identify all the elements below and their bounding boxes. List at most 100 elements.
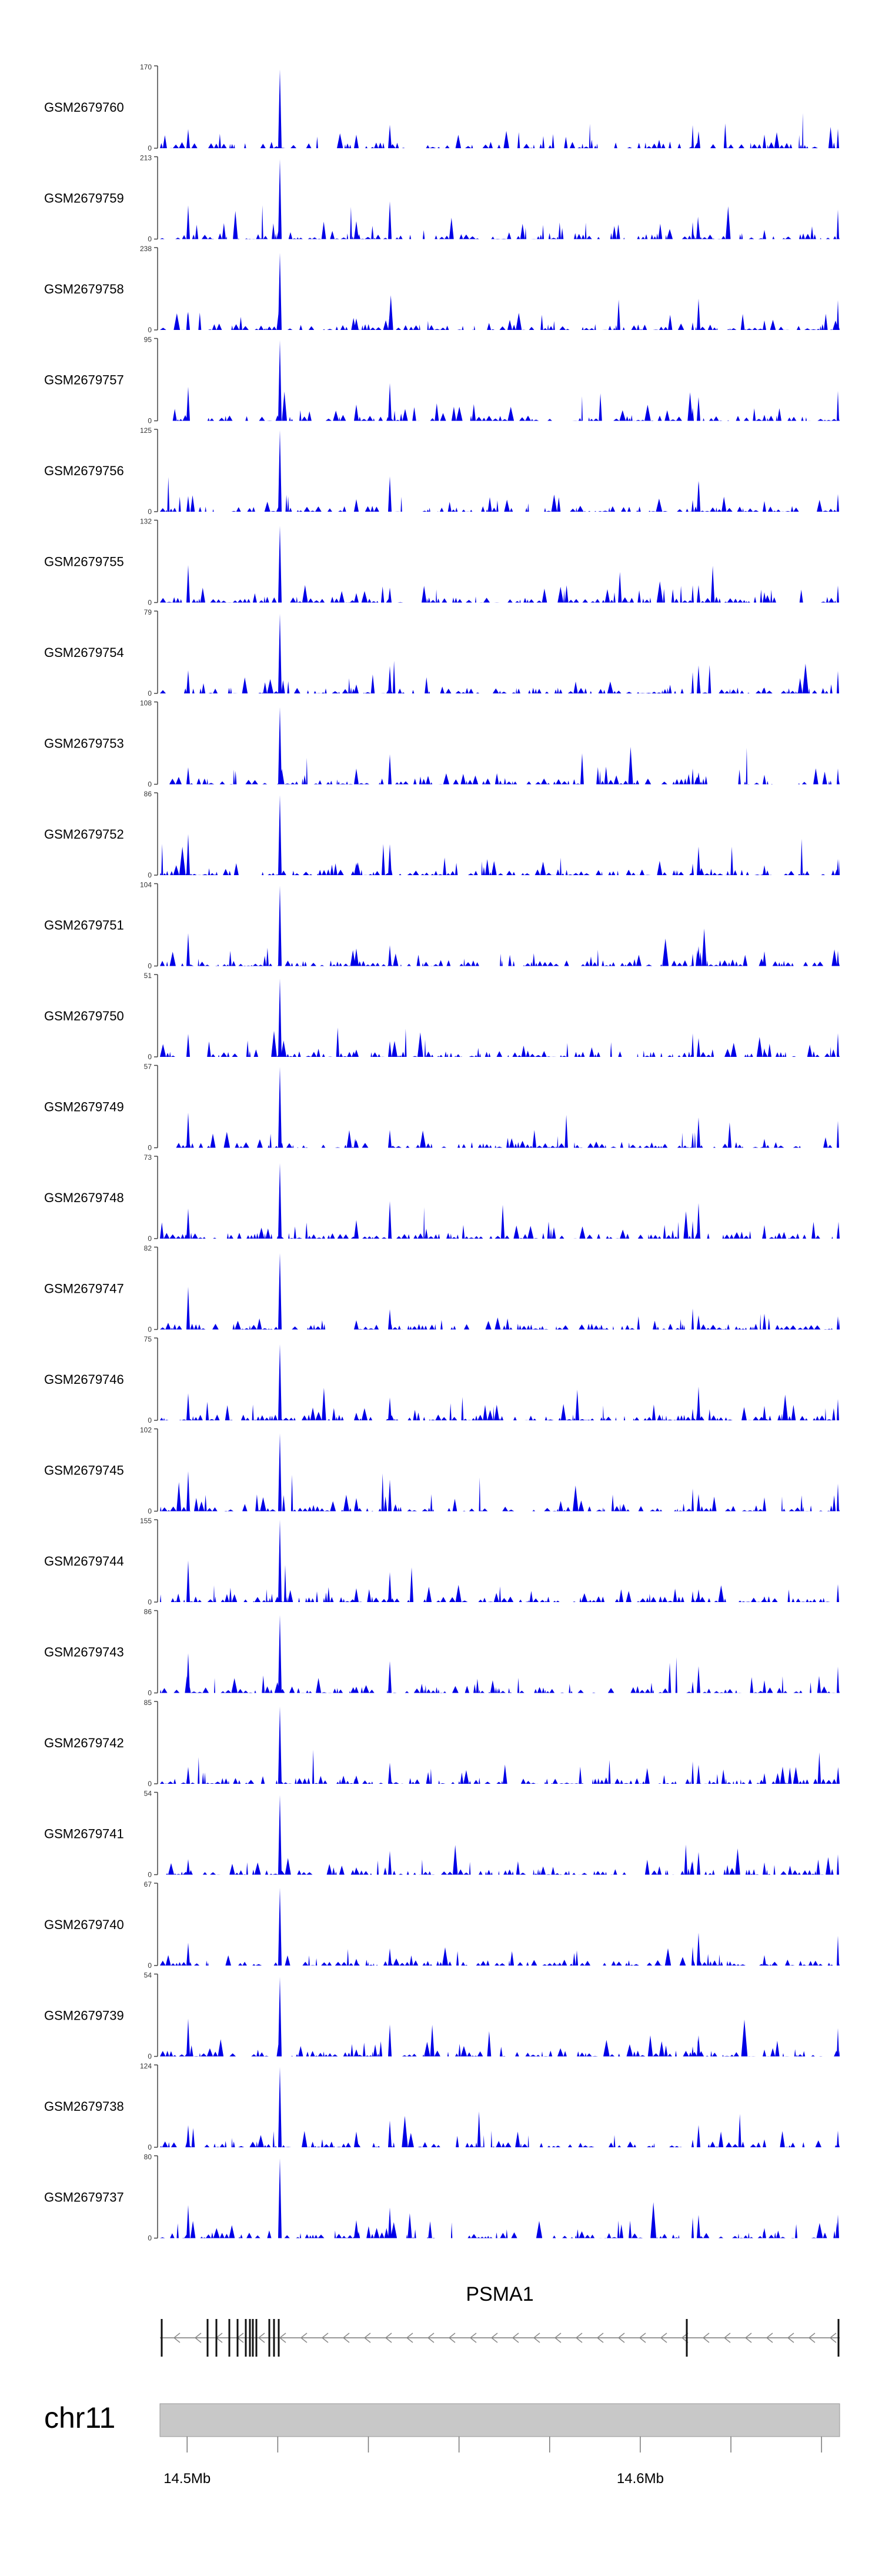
- coverage-peak: [278, 2158, 282, 2238]
- track-GSM2679754: GSM2679754 79 0: [44, 608, 840, 698]
- track-label: GSM2679749: [44, 1100, 124, 1115]
- y-min-label: 0: [148, 871, 152, 879]
- coverage-peak: [354, 1958, 359, 1966]
- coverage-peak: [763, 1048, 766, 1057]
- coverage-peak: [763, 2049, 766, 2057]
- coverage-peak: [186, 565, 190, 603]
- y-min-label: 0: [148, 1598, 152, 1606]
- strand-arrow: [766, 2333, 773, 2343]
- track-label: GSM2679760: [44, 100, 124, 115]
- strand-arrow: [363, 2333, 371, 2343]
- coverage-peak: [388, 666, 392, 693]
- strand-arrow: [533, 2333, 540, 2343]
- track-label: GSM2679752: [44, 827, 124, 842]
- coverage-peak: [837, 1854, 839, 1875]
- track-GSM2679737: GSM2679737 80 0: [44, 2153, 840, 2243]
- coverage-peak: [186, 1393, 190, 1420]
- coverage-peak: [691, 585, 694, 603]
- y-max-label: 104: [140, 881, 152, 889]
- coverage-area: [160, 1115, 840, 1148]
- coverage-peak: [697, 481, 700, 512]
- coverage-peak: [354, 1413, 359, 1420]
- coverage-peak: [697, 2035, 700, 2057]
- coverage-peak: [186, 386, 190, 421]
- coverage-peak: [354, 593, 359, 603]
- coverage-peak: [278, 430, 282, 512]
- coverage-peak: [278, 252, 282, 330]
- y-max-label: 95: [144, 336, 152, 344]
- coverage-peak: [763, 229, 766, 239]
- coverage-peak: [691, 1033, 694, 1057]
- track-label: GSM2679743: [44, 1645, 124, 1660]
- track-GSM2679757: GSM2679757 95 0: [44, 336, 840, 425]
- coverage-peak: [763, 1139, 766, 1148]
- y-max-label: 170: [140, 63, 152, 71]
- y-max-label: 79: [144, 608, 152, 616]
- y-max-label: 85: [144, 1699, 152, 1707]
- coverage-peak: [278, 1615, 282, 1693]
- track-GSM2679751: GSM2679751 104 0: [44, 881, 840, 970]
- coverage-peak: [691, 2139, 694, 2147]
- track-label: GSM2679748: [44, 1190, 124, 1205]
- coverage-peak: [697, 1203, 700, 1239]
- coverage-peak: [354, 1320, 359, 1330]
- coverage-peak: [278, 1433, 282, 1511]
- coverage-peak: [186, 1208, 190, 1239]
- coverage-peak: [186, 1943, 190, 1966]
- coverage-area: [160, 1204, 840, 1239]
- track-GSM2679746: GSM2679746 75 0: [44, 1335, 840, 1424]
- strand-arrow: [406, 2333, 413, 2343]
- coverage-peak: [278, 340, 282, 421]
- coverage-peak: [697, 1851, 700, 1875]
- track-GSM2679755: GSM2679755 132 0: [44, 518, 840, 607]
- y-max-label: 108: [140, 699, 152, 708]
- coverage-peak: [186, 2205, 190, 2238]
- coverage-peak: [186, 2125, 190, 2147]
- coverage-peak: [186, 1112, 190, 1148]
- coverage-peak: [837, 209, 839, 239]
- coverage-peak: [691, 953, 694, 966]
- coverage-peak: [763, 134, 766, 148]
- strand-arrow: [427, 2333, 435, 2343]
- coverage-peak: [763, 687, 766, 693]
- y-max-label: 82: [144, 1244, 152, 1253]
- y-min-label: 0: [148, 1871, 152, 1879]
- track-label: GSM2679740: [44, 1917, 124, 1932]
- coverage-peak: [388, 201, 392, 239]
- track-label: GSM2679747: [44, 1282, 124, 1296]
- y-min-label: 0: [148, 235, 152, 243]
- coverage-peak: [837, 1399, 839, 1420]
- coverage-peak: [691, 1947, 694, 1966]
- coverage-peak: [278, 2067, 282, 2147]
- coverage-peak: [278, 707, 282, 785]
- coverage-peak: [354, 1686, 359, 1693]
- coverage-area: [160, 928, 840, 966]
- axis-ticks: 14.5Mb 14.6Mb: [163, 2437, 822, 2487]
- coverage-area: [160, 660, 840, 693]
- coverage-peak: [763, 951, 766, 966]
- coverage-peak: [697, 298, 700, 330]
- coverage-peak: [763, 1596, 766, 1602]
- coverage-peak: [388, 1041, 392, 1057]
- axis-tick-label: 14.6Mb: [617, 2471, 664, 2487]
- coverage-peak: [763, 1497, 766, 1511]
- y-min-label: 0: [148, 1326, 152, 1334]
- y-min-label: 0: [148, 144, 152, 152]
- track-GSM2679752: GSM2679752 86 0: [44, 790, 840, 879]
- coverage-peak: [691, 500, 694, 512]
- track-GSM2679738: GSM2679738 124 0: [44, 2062, 840, 2151]
- coverage-area: [160, 746, 840, 785]
- track-label: GSM2679745: [44, 1463, 124, 1478]
- coverage-peak: [388, 1130, 392, 1148]
- y-min-label: 0: [148, 599, 152, 607]
- track-GSM2679756: GSM2679756 125 0: [44, 426, 840, 516]
- coverage-peak: [691, 672, 694, 693]
- track-label: GSM2679757: [44, 373, 124, 388]
- coverage-area: [160, 2111, 840, 2147]
- coverage-peak: [186, 834, 190, 875]
- coverage-peak: [278, 526, 282, 603]
- coverage-peak: [697, 1666, 700, 1693]
- track-label: GSM2679739: [44, 2008, 124, 2023]
- coverage-peak: [763, 1680, 766, 1693]
